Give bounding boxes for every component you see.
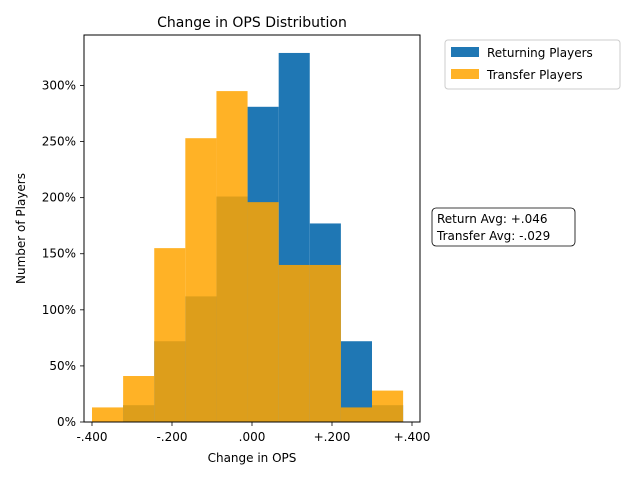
legend-swatch-transfer (451, 69, 479, 79)
transfer-bar (309, 264, 341, 422)
y-axis: 0% 50% 100% 150% 200% 250% 300% (42, 78, 84, 429)
y-tick-label: 150% (42, 247, 76, 261)
x-tick-label: -.200 (156, 430, 187, 444)
legend: Returning Players Transfer Players (444, 39, 621, 90)
x-tick-label: +.200 (314, 430, 351, 444)
transfer-bar (372, 390, 404, 422)
transfer-bar (185, 138, 217, 422)
transfer-bar (92, 407, 124, 422)
x-tick-label: .000 (239, 430, 266, 444)
y-tick-label: 50% (49, 359, 76, 373)
y-tick-label: 200% (42, 191, 76, 205)
chart-title: Change in OPS Distribution (157, 15, 347, 31)
return-average-label: Return Avg: +.046 (437, 212, 548, 226)
y-tick-label: 100% (42, 303, 76, 317)
annotation-box (431, 207, 576, 247)
legend-label-transfer: Transfer Players (486, 68, 583, 82)
transfer-bar (216, 91, 248, 422)
y-tick-label: 300% (42, 78, 76, 92)
x-tick-label: +.400 (394, 430, 431, 444)
transfer-bar (154, 248, 186, 422)
transfer-average-label: Transfer Avg: -.029 (436, 229, 550, 243)
x-axis: -.400 -.200 .000 +.200 +.400 (76, 422, 430, 444)
transfer-bar (123, 376, 155, 422)
average-annotation: Return Avg: +.046 Transfer Avg: -.029 (431, 207, 576, 247)
legend-label-returning: Returning Players (487, 46, 593, 60)
transfer-bar (247, 202, 279, 422)
y-axis-label: Number of Players (14, 173, 28, 284)
y-tick-label: 0% (57, 415, 76, 429)
transfer-bar (278, 264, 310, 422)
transfer-bar (340, 407, 372, 422)
legend-frame (444, 39, 621, 90)
x-tick-label: -.400 (76, 430, 107, 444)
legend-swatch-returning (451, 47, 479, 57)
x-axis-label: Change in OPS (208, 451, 297, 465)
y-tick-label: 250% (42, 135, 76, 149)
transfer-players-bars (92, 91, 404, 422)
